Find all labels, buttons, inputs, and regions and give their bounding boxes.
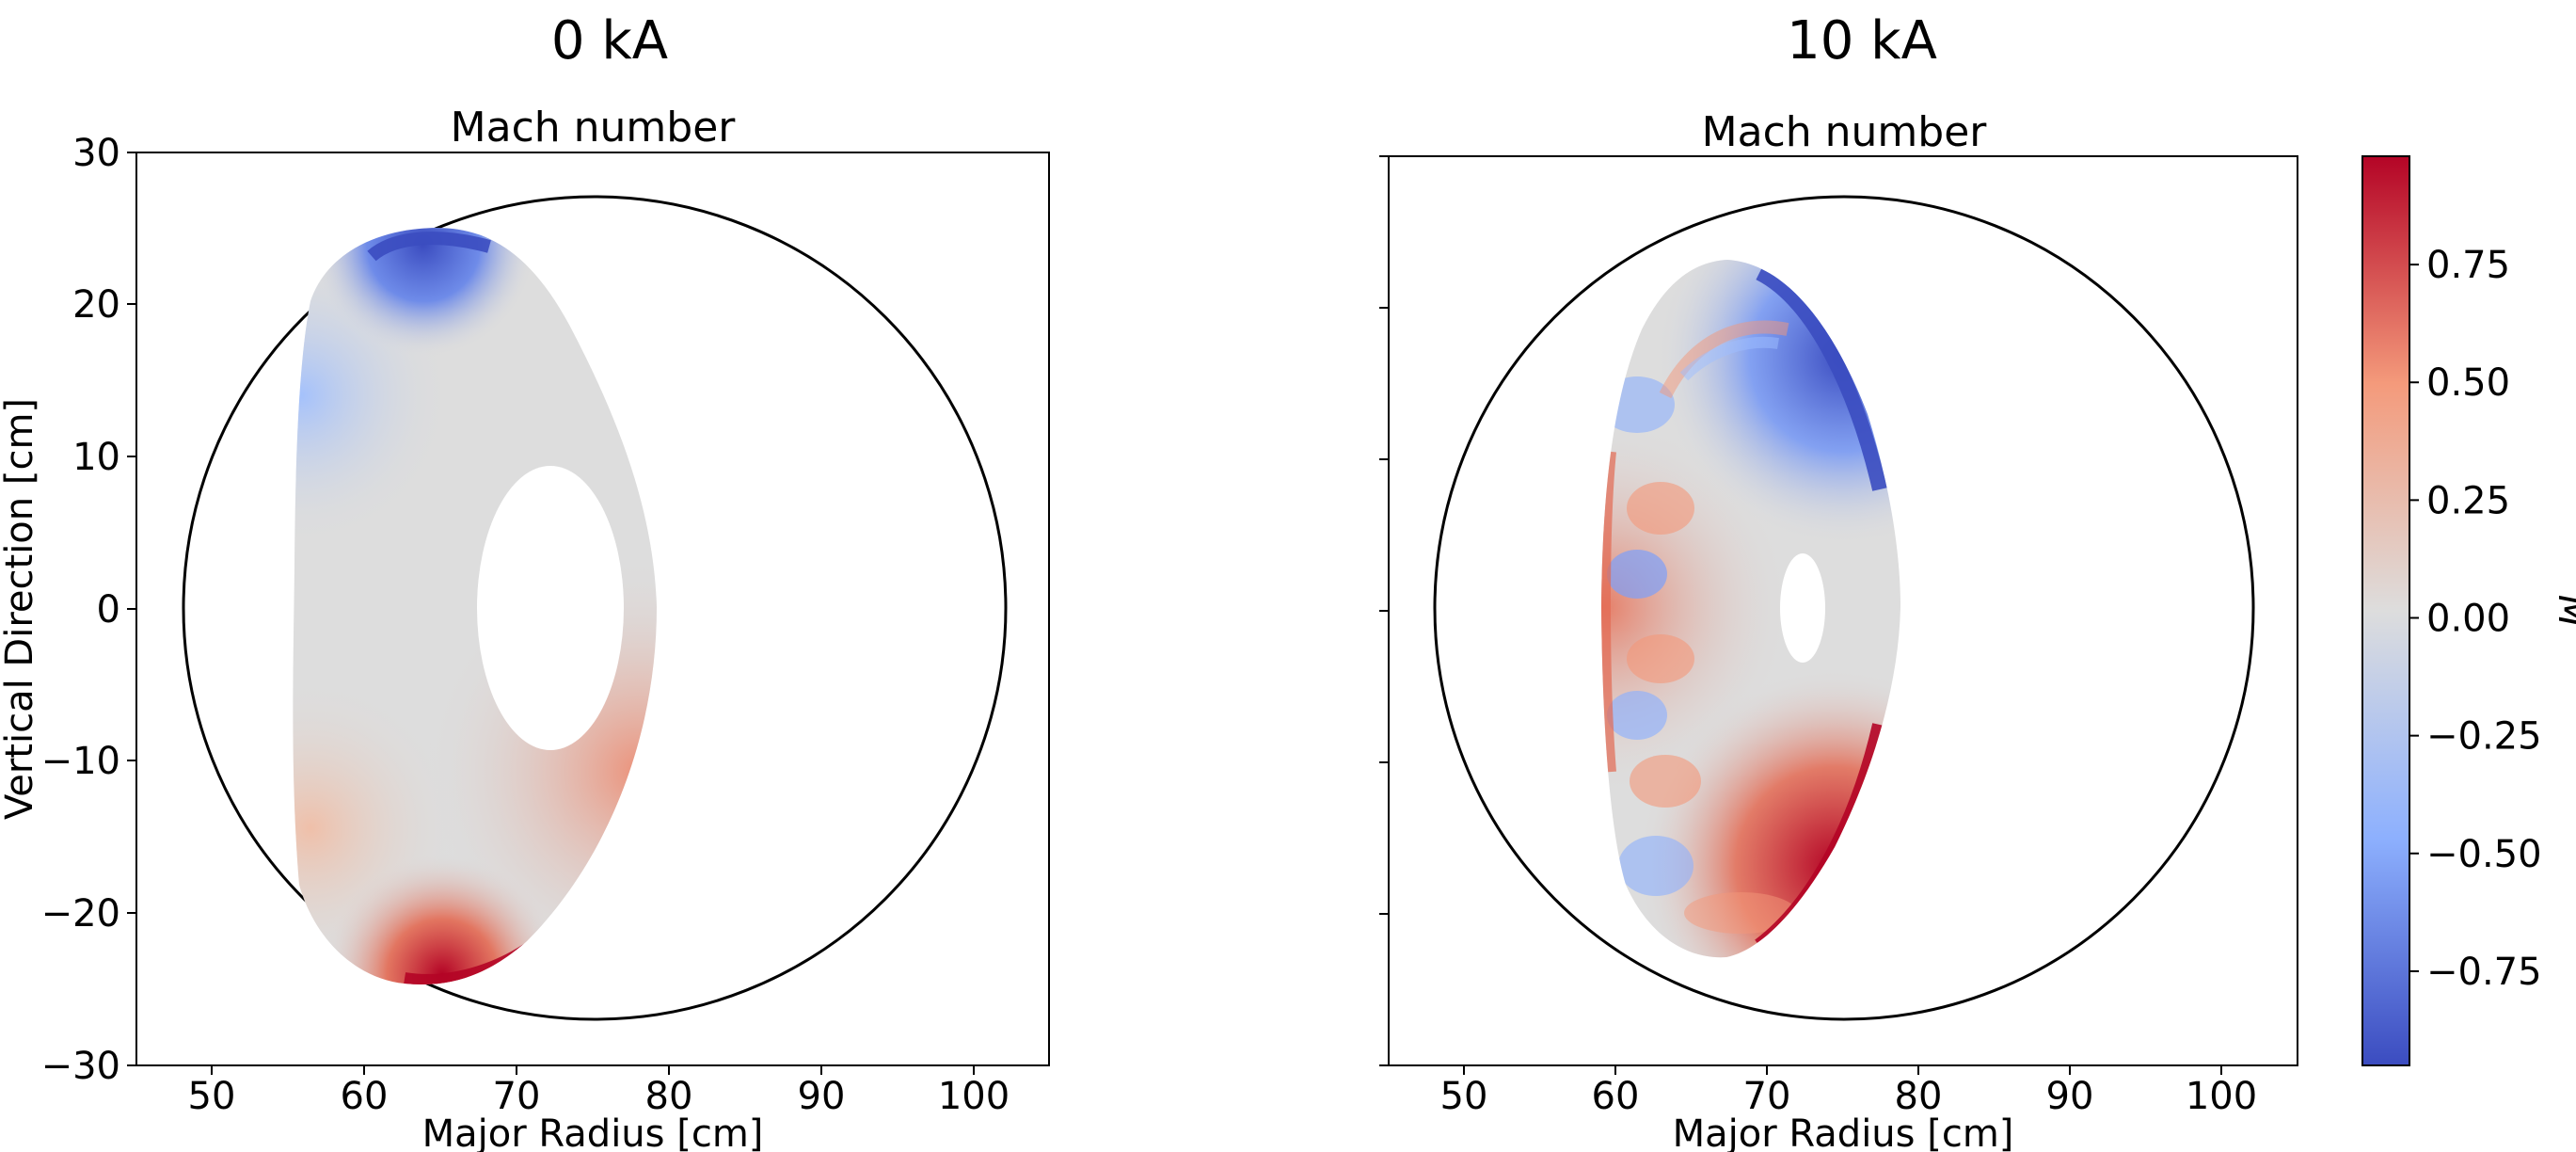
x-axis-label: Major Radius [cm] [1673, 1112, 2014, 1152]
plot-panel-10ka: Mach number [1379, 108, 2298, 1152]
x-tick-label: 50 [188, 1075, 236, 1118]
x-tick-label: 90 [798, 1075, 846, 1118]
colorbar-tick-label: −0.75 [2426, 951, 2542, 994]
plot-panel-0ka: Mach number 50 60 [0, 104, 1050, 1152]
colorbar-tick-label: 0.75 [2426, 244, 2510, 287]
x-tick-label: 60 [1592, 1075, 1640, 1118]
y-tick-label: 10 [72, 436, 120, 479]
y-tick-label: 20 [72, 283, 120, 327]
colorbar-tick-label: 0.25 [2426, 479, 2510, 522]
x-tick-label: 80 [1895, 1075, 1943, 1118]
axes-title: Mach number [451, 104, 737, 152]
x-tick-label: 100 [938, 1075, 1010, 1118]
vessel-boundary [1433, 195, 2255, 1021]
y-axis [1379, 155, 1389, 1066]
colorbar-tick-label: −0.25 [2426, 715, 2542, 759]
colorbar-label: M [2550, 595, 2576, 628]
mach-heatmap [1601, 260, 1900, 958]
x-tick-label: 70 [493, 1075, 541, 1118]
x-axis-label: Major Radius [cm] [422, 1112, 764, 1152]
vessel-boundary [182, 195, 1008, 1021]
axes-title: Mach number [1702, 108, 1988, 156]
x-axis: 50 60 70 80 90 100 Major Radius [cm] [188, 1065, 1010, 1152]
colorbar-tick-label: 0.50 [2426, 361, 2510, 405]
colorbar: 0.75 0.50 0.25 0.00 −0.25 −0.50 −0.75 M [2361, 155, 2576, 1066]
y-axis-label: Vertical Direction [cm] [0, 398, 41, 820]
y-tick-label: −30 [41, 1045, 120, 1088]
x-tick-label: 50 [1440, 1075, 1488, 1118]
x-tick-label: 60 [341, 1075, 389, 1118]
x-tick-label: 100 [2186, 1075, 2257, 1118]
x-tick-label: 70 [1743, 1075, 1791, 1118]
y-tick-label: 30 [72, 132, 120, 175]
colorbar-tick-label: −0.50 [2426, 833, 2542, 876]
y-tick-label: 0 [97, 588, 120, 632]
x-tick-label: 90 [2046, 1075, 2094, 1118]
x-axis: 50 60 70 80 90 100 Major Radius [cm] [1440, 1065, 2257, 1152]
colorbar-tick-label: 0.00 [2426, 598, 2510, 641]
panel-header-10ka: 10 kA [1787, 10, 1937, 72]
panel-header-0ka: 0 kA [551, 10, 668, 72]
y-tick-label: −10 [41, 740, 120, 783]
y-tick-label: −20 [41, 892, 120, 936]
central-hole [1780, 553, 1825, 663]
x-tick-label: 80 [645, 1075, 693, 1118]
colorbar-ticks: 0.75 0.50 0.25 0.00 −0.25 −0.50 −0.75 [2409, 244, 2542, 994]
central-hole [477, 466, 624, 750]
colorbar-gradient [2361, 155, 2410, 1066]
y-axis: 30 20 10 0 −10 −20 −30 Vertical Directio… [0, 132, 136, 1088]
